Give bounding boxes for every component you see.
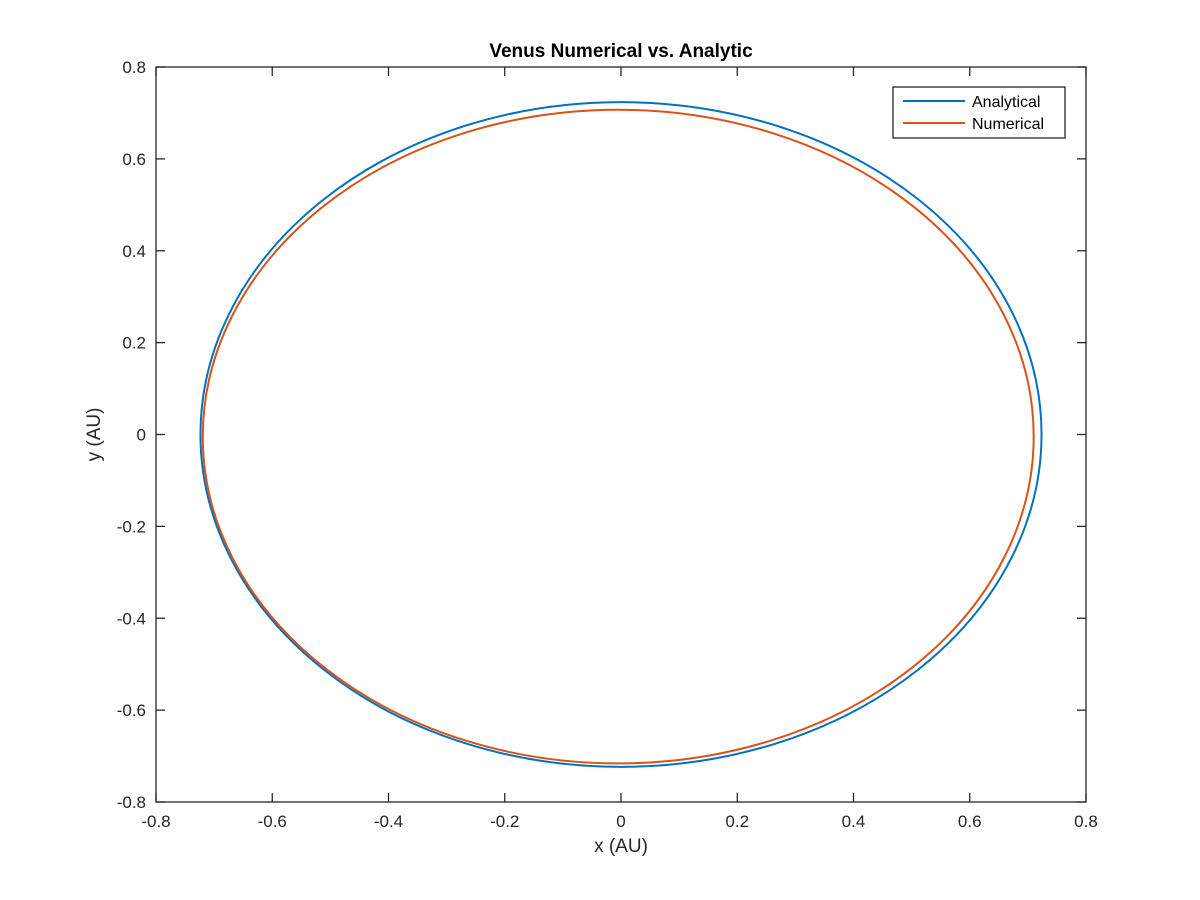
plot-area [156, 67, 1086, 802]
y-tick-label: 0.2 [122, 334, 146, 353]
x-tick-label: -0.4 [374, 812, 403, 831]
legend-box [892, 86, 1066, 139]
y-tick-label: -0.4 [117, 609, 146, 628]
chart-title: Venus Numerical vs. Analytic [489, 41, 753, 62]
legend-label-numerical: Numerical [972, 116, 1044, 133]
x-tick-label: -0.8 [141, 812, 170, 831]
x-tick-label: -0.2 [490, 812, 519, 831]
series-numerical-line [201, 108, 1035, 765]
tick-layer: -0.8 -0.6 -0.4 -0.2 0 0.2 0.4 0.6 0.8 -0.8 -0.6 -0.… [117, 58, 1098, 831]
y-axis-label: y (AU) [84, 408, 105, 462]
series-analytical-line [199, 101, 1043, 768]
x-axis-label: x (AU) [594, 836, 648, 857]
x-tick-label: -0.6 [258, 812, 287, 831]
series-layer [199, 101, 1043, 768]
y-tick-label: -0.2 [117, 517, 146, 536]
x-tick-label: 0.6 [958, 812, 982, 831]
y-tick-label: 0 [137, 426, 146, 445]
y-tick-label: 0.8 [122, 58, 146, 77]
x-tick-label: 0 [616, 812, 625, 831]
x-tick-label: 0.2 [725, 812, 749, 831]
y-tick-label: -0.6 [117, 701, 146, 720]
y-tick-label: 0.6 [122, 150, 146, 169]
x-tick-label: 0.4 [842, 812, 866, 831]
legend-label-analytical: Analytical [972, 94, 1040, 111]
x-tick-label: 0.8 [1074, 812, 1098, 831]
y-tick-label: -0.8 [117, 793, 146, 812]
y-tick-label: 0.4 [122, 242, 146, 261]
legend: Analytical Numerical [892, 86, 1066, 139]
